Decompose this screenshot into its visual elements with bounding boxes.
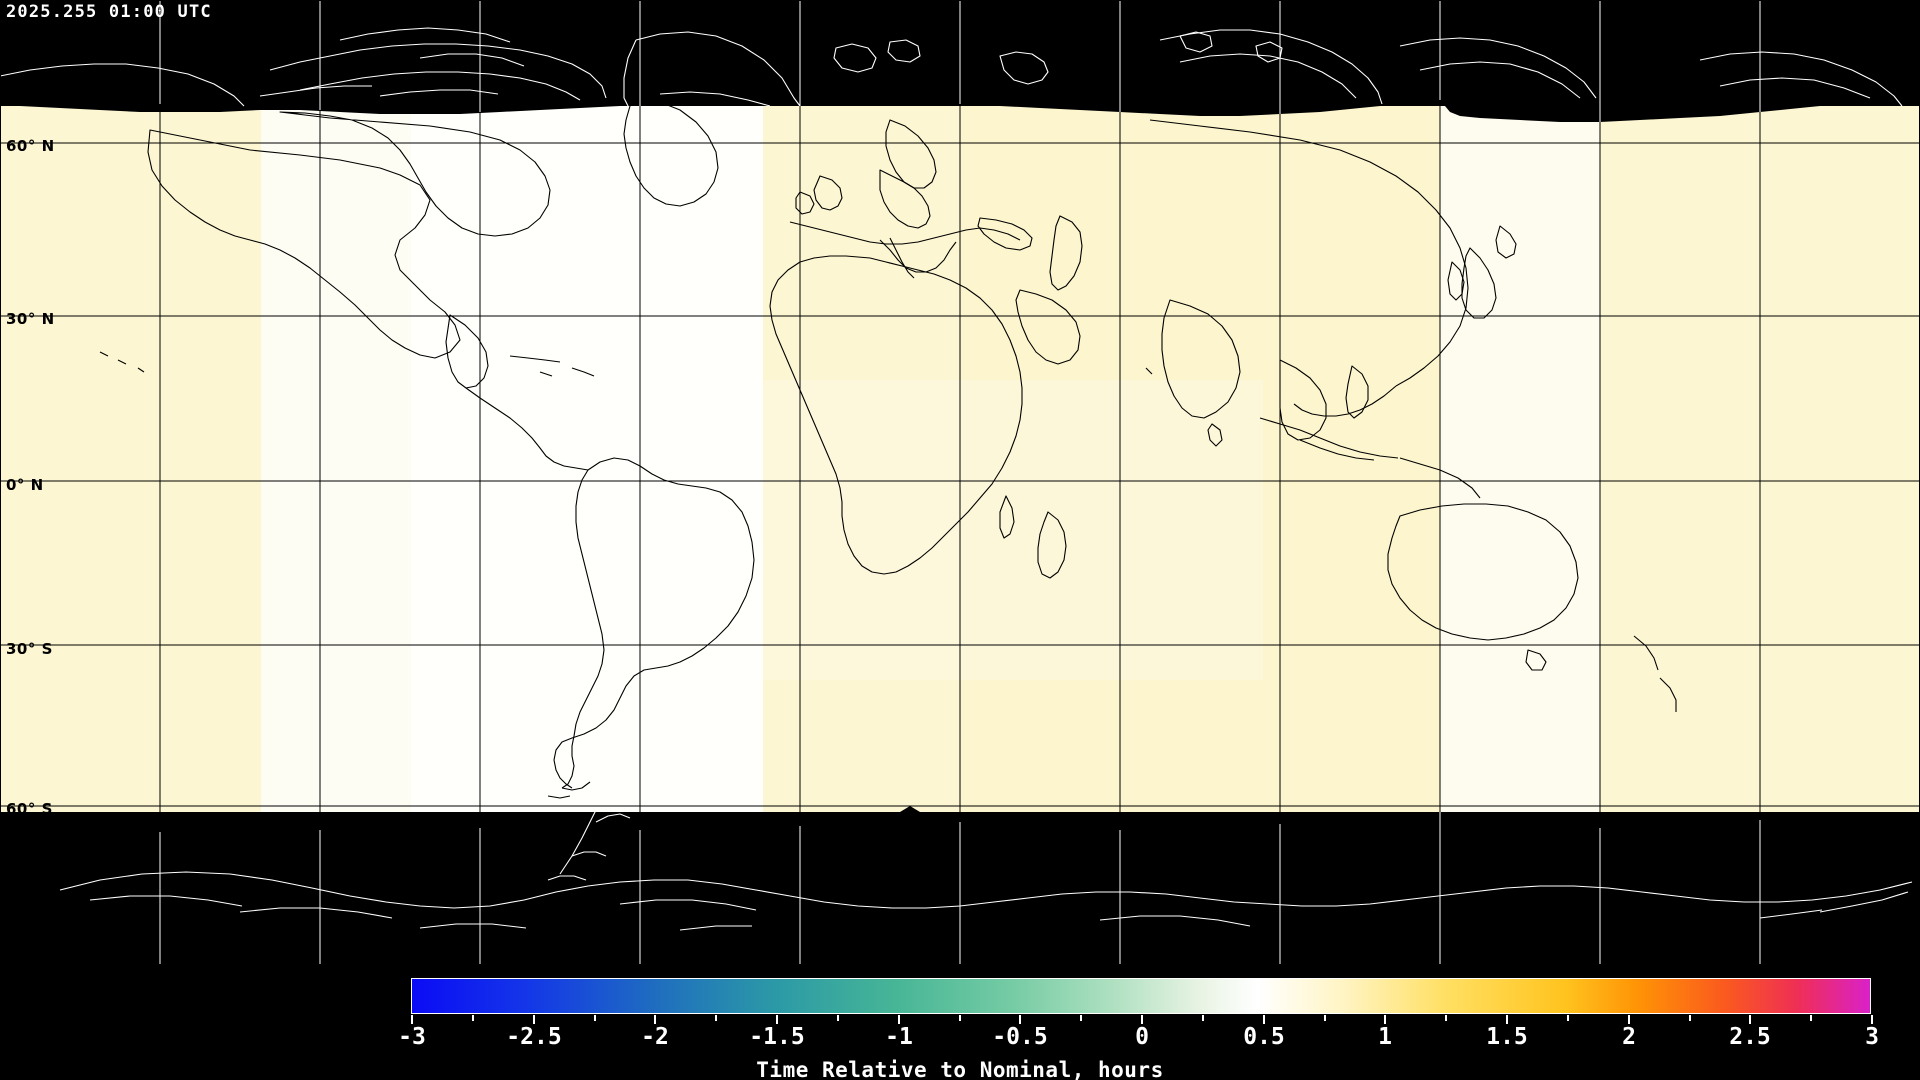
colorbar-title: Time Relative to Nominal, hours — [756, 1058, 1164, 1080]
colorbar-tick-11 — [1749, 1015, 1751, 1024]
timestamp-label: 2025.255 01:00 UTC — [6, 2, 212, 22]
colorbar-label-0.5: 0.5 — [1243, 1024, 1285, 1050]
colorbar-tick-minor-3 — [715, 1015, 717, 1021]
colorbar-tick-6 — [1141, 1015, 1143, 1024]
colorbar-tick-5 — [1019, 1015, 1021, 1024]
colorbar-label-0: 0 — [1135, 1024, 1149, 1050]
colorbar-tick-9 — [1506, 1015, 1508, 1024]
colorbar-tick-minor-4 — [837, 1015, 839, 1021]
colorbar-tick-1 — [533, 1015, 535, 1024]
colorbar-label--2.5: -2.5 — [506, 1024, 562, 1050]
colorbar-tick-10 — [1628, 1015, 1630, 1024]
colorbar-tick-minor-12 — [1810, 1015, 1812, 1021]
map-canvas — [0, 0, 1920, 965]
longitude-gridlines-on-dark — [159, 0, 1761, 965]
colorbar-label-1: 1 — [1378, 1024, 1392, 1050]
coastlines-light-region — [99, 95, 1677, 799]
colorbar-tick-12 — [1871, 1015, 1873, 1024]
colorbar-panel: -3 -2.5 -2 -1.5 -1 -0.5 0 0.5 1 1.5 2 2.… — [0, 965, 1920, 1080]
colorbar-tick-minor-6 — [1080, 1015, 1082, 1021]
latitude-label-0n: 0° N — [6, 476, 44, 494]
latitude-gridlines — [0, 142, 1920, 807]
colorbar-tick-0 — [411, 1015, 413, 1024]
colorbar-label-2: 2 — [1622, 1024, 1636, 1050]
colorbar-tick-minor-9 — [1445, 1015, 1447, 1021]
colorbar-tick-4 — [898, 1015, 900, 1024]
colorbar-label-1.5: 1.5 — [1486, 1024, 1528, 1050]
latitude-label-60n: 60° N — [6, 137, 55, 155]
colorbar-tick-minor-8 — [1324, 1015, 1326, 1021]
longitude-gridlines — [159, 0, 1761, 965]
latitude-label-60s: 60° S — [6, 800, 53, 818]
latitude-label-30n: 30° N — [6, 310, 55, 328]
colorbar-label-2.5: 2.5 — [1729, 1024, 1771, 1050]
colorbar-tick-minor-7 — [1202, 1015, 1204, 1021]
colorbar-tick-7 — [1263, 1015, 1265, 1024]
colorbar-label--1.5: -1.5 — [749, 1024, 805, 1050]
world-coverage-map[interactable]: 2025.255 01:00 UTC 60° N 30° N 0° N 30° … — [0, 0, 1920, 965]
colorbar-tick-minor-2 — [594, 1015, 596, 1021]
colorbar-label-3: 3 — [1865, 1024, 1879, 1050]
colorbar-label--1: -1 — [885, 1024, 913, 1050]
colorbar-tick-minor-1 — [472, 1015, 474, 1021]
colorbar-tick-minor-5 — [959, 1015, 961, 1021]
colorbar-tick-minor-10 — [1567, 1015, 1569, 1021]
colorbar-tick-2 — [654, 1015, 656, 1024]
colorbar-gradient[interactable] — [411, 978, 1871, 1014]
colorbar-label--3: -3 — [398, 1024, 426, 1050]
latitude-label-30s: 30° S — [6, 640, 53, 658]
coastlines-dark-region — [0, 27, 1913, 931]
colorbar-label--2: -2 — [641, 1024, 669, 1050]
colorbar-tick-8 — [1384, 1015, 1386, 1024]
colorbar-tick-3 — [776, 1015, 778, 1024]
colorbar-label--0.5: -0.5 — [992, 1024, 1048, 1050]
colorbar-tick-minor-11 — [1689, 1015, 1691, 1021]
